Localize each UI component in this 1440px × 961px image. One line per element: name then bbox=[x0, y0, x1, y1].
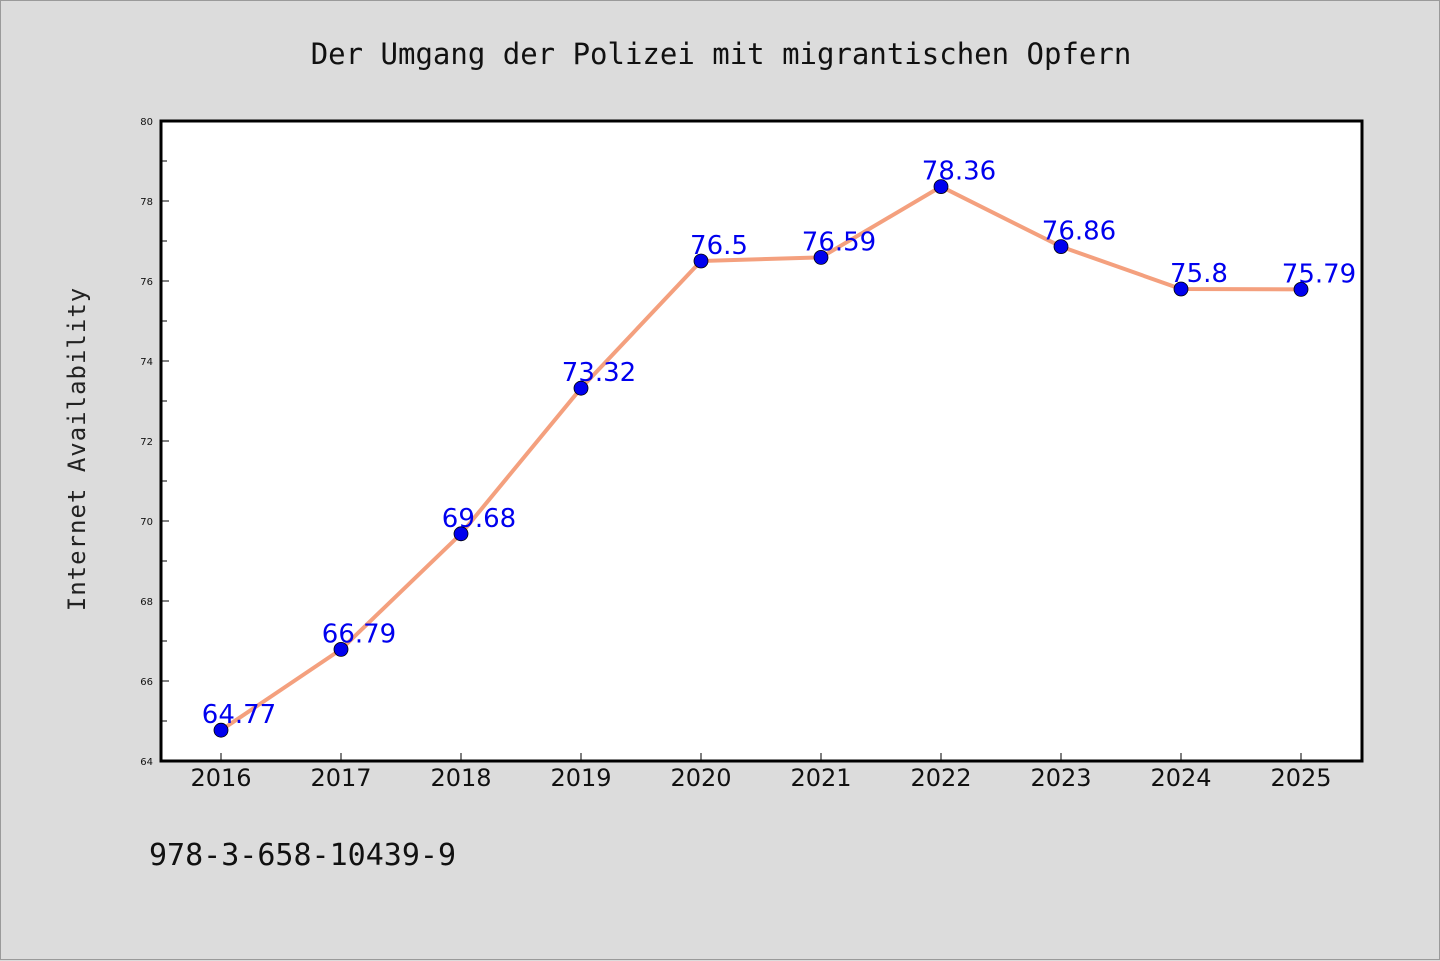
x-axis: 2016 2017 2018 2019 2020 2021 2022 2023 2024 2025 bbox=[190, 753, 1332, 792]
x-tick-label: 2020 bbox=[670, 764, 731, 792]
y-tick-label: 68 bbox=[140, 597, 153, 608]
x-tick-label: 2024 bbox=[1150, 764, 1211, 792]
x-tick-label: 2016 bbox=[190, 764, 251, 792]
data-point-marker bbox=[1053, 239, 1069, 255]
x-tick-label: 2021 bbox=[790, 764, 851, 792]
data-point-marker bbox=[213, 722, 229, 738]
plot-frame bbox=[159, 119, 1364, 763]
data-label: 66.79 bbox=[322, 619, 396, 649]
x-tick-label: 2019 bbox=[550, 764, 611, 792]
data-label: 76.59 bbox=[802, 227, 876, 257]
y-tick-label: 74 bbox=[140, 357, 153, 368]
x-tick-label: 2025 bbox=[1270, 764, 1331, 792]
y-tick-label: 70 bbox=[140, 517, 153, 528]
footer-isbn: 978-3-658-10439-9 bbox=[149, 838, 456, 873]
data-label: 69.68 bbox=[442, 504, 516, 534]
y-tick-label: 80 bbox=[140, 117, 153, 128]
data-point-marker bbox=[333, 642, 349, 657]
x-tick-label: 2022 bbox=[910, 764, 971, 792]
x-tick-label: 2018 bbox=[430, 764, 491, 792]
data-label: 78.36 bbox=[922, 157, 996, 187]
y-tick-label: 66 bbox=[140, 677, 153, 688]
data-point-marker bbox=[453, 526, 469, 542]
data-label: 76.86 bbox=[1042, 217, 1116, 247]
data-point-marker bbox=[1293, 281, 1309, 297]
y-axis-label: Internet Availability bbox=[63, 287, 91, 611]
data-point-marker bbox=[573, 380, 589, 396]
data-point-marker bbox=[1173, 281, 1189, 297]
y-tick-label: 78 bbox=[140, 197, 153, 208]
y-tick-label: 64 bbox=[140, 757, 153, 768]
y-tick-label: 76 bbox=[140, 277, 153, 288]
plot-area bbox=[161, 121, 1362, 761]
data-point-marker bbox=[813, 249, 829, 265]
data-label: 76.5 bbox=[690, 231, 748, 261]
data-point-marker bbox=[933, 179, 949, 195]
y-tick-label: 72 bbox=[140, 437, 153, 448]
data-point-marker bbox=[693, 253, 709, 269]
chart-title: Der Umgang der Polizei mit migrantischen… bbox=[311, 37, 1132, 71]
series-line bbox=[219, 184, 1303, 733]
data-label: 64.77 bbox=[202, 700, 276, 730]
data-label: 73.32 bbox=[562, 358, 636, 388]
data-label: 75.8 bbox=[1170, 259, 1228, 289]
data-label: 75.79 bbox=[1282, 259, 1356, 289]
y-axis: 64 66 68 70 72 74 76 78 80 bbox=[140, 117, 169, 768]
x-tick-label: 2017 bbox=[310, 764, 371, 792]
x-tick-label: 2023 bbox=[1030, 764, 1091, 792]
series-line-group: 64.77 66.79 69.68 73.32 76.5 76.59 78.36 76.86 7… bbox=[202, 157, 1356, 738]
